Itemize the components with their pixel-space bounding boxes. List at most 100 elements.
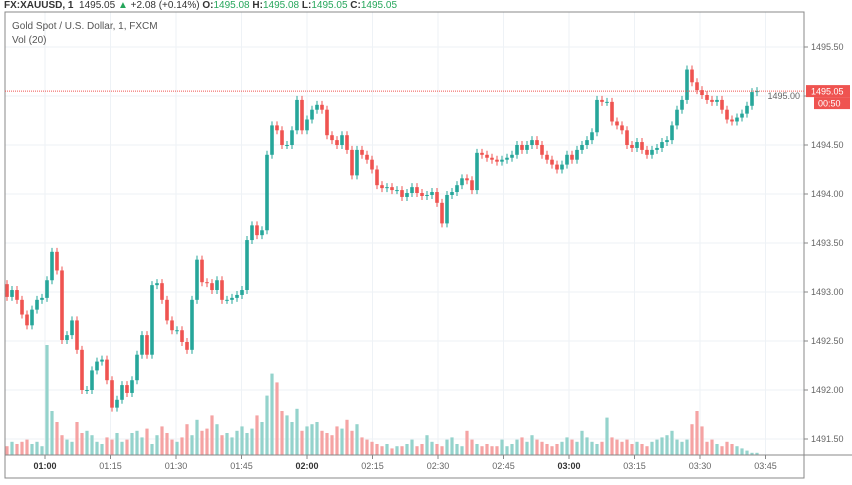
candle-body xyxy=(505,157,509,160)
candle-body xyxy=(355,149,359,176)
candle-body xyxy=(615,121,619,126)
volume-bar xyxy=(650,441,654,455)
candle-body xyxy=(655,147,659,150)
candle-body xyxy=(375,169,379,186)
volume-bar xyxy=(665,435,669,455)
volume-bar xyxy=(365,439,369,455)
volume-bar xyxy=(520,437,524,455)
countdown-badge xyxy=(814,97,850,110)
volume-bar xyxy=(210,415,214,455)
volume-bar xyxy=(90,435,94,455)
candle-body xyxy=(225,299,229,301)
x-tick-label: 03:30 xyxy=(689,461,712,471)
candle-body xyxy=(140,335,144,355)
volume-bar xyxy=(730,444,734,455)
candle-body xyxy=(480,152,484,155)
volume-bar xyxy=(340,428,344,455)
volume-bar xyxy=(345,419,349,455)
volume-bar xyxy=(600,441,604,455)
candle-body xyxy=(330,135,334,141)
candle-body xyxy=(155,283,159,286)
close-label: C: xyxy=(350,0,361,11)
volume-bar xyxy=(195,419,199,455)
candle-body xyxy=(410,187,414,194)
candle-body xyxy=(120,385,124,400)
candle-body xyxy=(440,202,444,224)
volume-bar xyxy=(235,430,239,455)
candle-body xyxy=(525,145,529,150)
candle-body xyxy=(740,113,744,118)
volume-bar xyxy=(740,448,744,455)
volume-bar xyxy=(240,426,244,455)
volume-bar xyxy=(180,437,184,455)
candle-body xyxy=(535,140,539,145)
volume-bar xyxy=(280,411,284,455)
candle-body xyxy=(745,105,749,114)
volume-bar xyxy=(470,439,474,455)
candle-body xyxy=(255,225,259,236)
volume-bar xyxy=(60,435,64,455)
candle-body xyxy=(185,341,189,350)
last-price-badge xyxy=(806,85,850,98)
volume-bar xyxy=(300,430,304,455)
volume-bar xyxy=(415,446,419,455)
candle-body xyxy=(280,130,284,145)
candle-body xyxy=(50,251,54,281)
candle-body xyxy=(230,297,234,300)
volume-bar xyxy=(215,424,219,455)
volume-bar xyxy=(250,428,254,455)
candle-body xyxy=(470,180,474,191)
y-tick-label: 1493.00 xyxy=(811,287,844,297)
candle-body xyxy=(665,140,669,143)
candle-body xyxy=(275,125,279,131)
x-tick-label: 02:15 xyxy=(361,461,384,471)
candle-body xyxy=(560,164,564,170)
volume-bar xyxy=(430,441,434,455)
candle-body xyxy=(165,299,169,321)
volume-bar xyxy=(495,446,499,455)
x-tick-label: 02:30 xyxy=(427,461,450,471)
candle-body xyxy=(265,154,269,231)
legend-volume: Vol (20) xyxy=(12,35,47,46)
volume-bar xyxy=(75,422,79,455)
candle-body xyxy=(20,299,24,315)
volume-bar xyxy=(510,444,514,455)
candle-body xyxy=(90,370,94,390)
volume-bar xyxy=(255,415,259,455)
candle-body xyxy=(555,164,559,170)
candle-body xyxy=(15,290,19,300)
candle-body xyxy=(70,320,74,336)
y-tick-label: 1495.50 xyxy=(811,42,844,52)
volume-bar xyxy=(515,439,519,455)
volume-bar xyxy=(500,439,504,455)
candle-body xyxy=(390,187,394,191)
volume-bar xyxy=(690,424,694,455)
volume-bar xyxy=(710,439,714,455)
volume-bar xyxy=(645,446,649,455)
candle-body xyxy=(500,159,504,162)
candle-body xyxy=(720,99,724,110)
candle-body xyxy=(40,297,44,300)
volume-bar xyxy=(575,441,579,455)
candle-body xyxy=(320,104,324,110)
volume-bar xyxy=(45,345,49,455)
candle-body xyxy=(570,154,574,160)
volume-bar xyxy=(475,444,479,455)
candle-body xyxy=(75,320,79,350)
volume-bar xyxy=(395,446,399,455)
volume-bar xyxy=(670,430,674,455)
volume-bar xyxy=(200,430,204,455)
candle-body xyxy=(430,192,434,195)
low-label: L: xyxy=(301,0,312,11)
candle-body xyxy=(110,380,114,408)
candle-body xyxy=(215,280,219,291)
candle-body xyxy=(200,259,204,283)
volume-bar xyxy=(25,439,29,455)
candle-body xyxy=(415,187,419,194)
candle-body xyxy=(735,117,739,122)
candle-body xyxy=(730,119,734,122)
candle-body xyxy=(145,335,149,355)
candle-body xyxy=(435,192,439,203)
